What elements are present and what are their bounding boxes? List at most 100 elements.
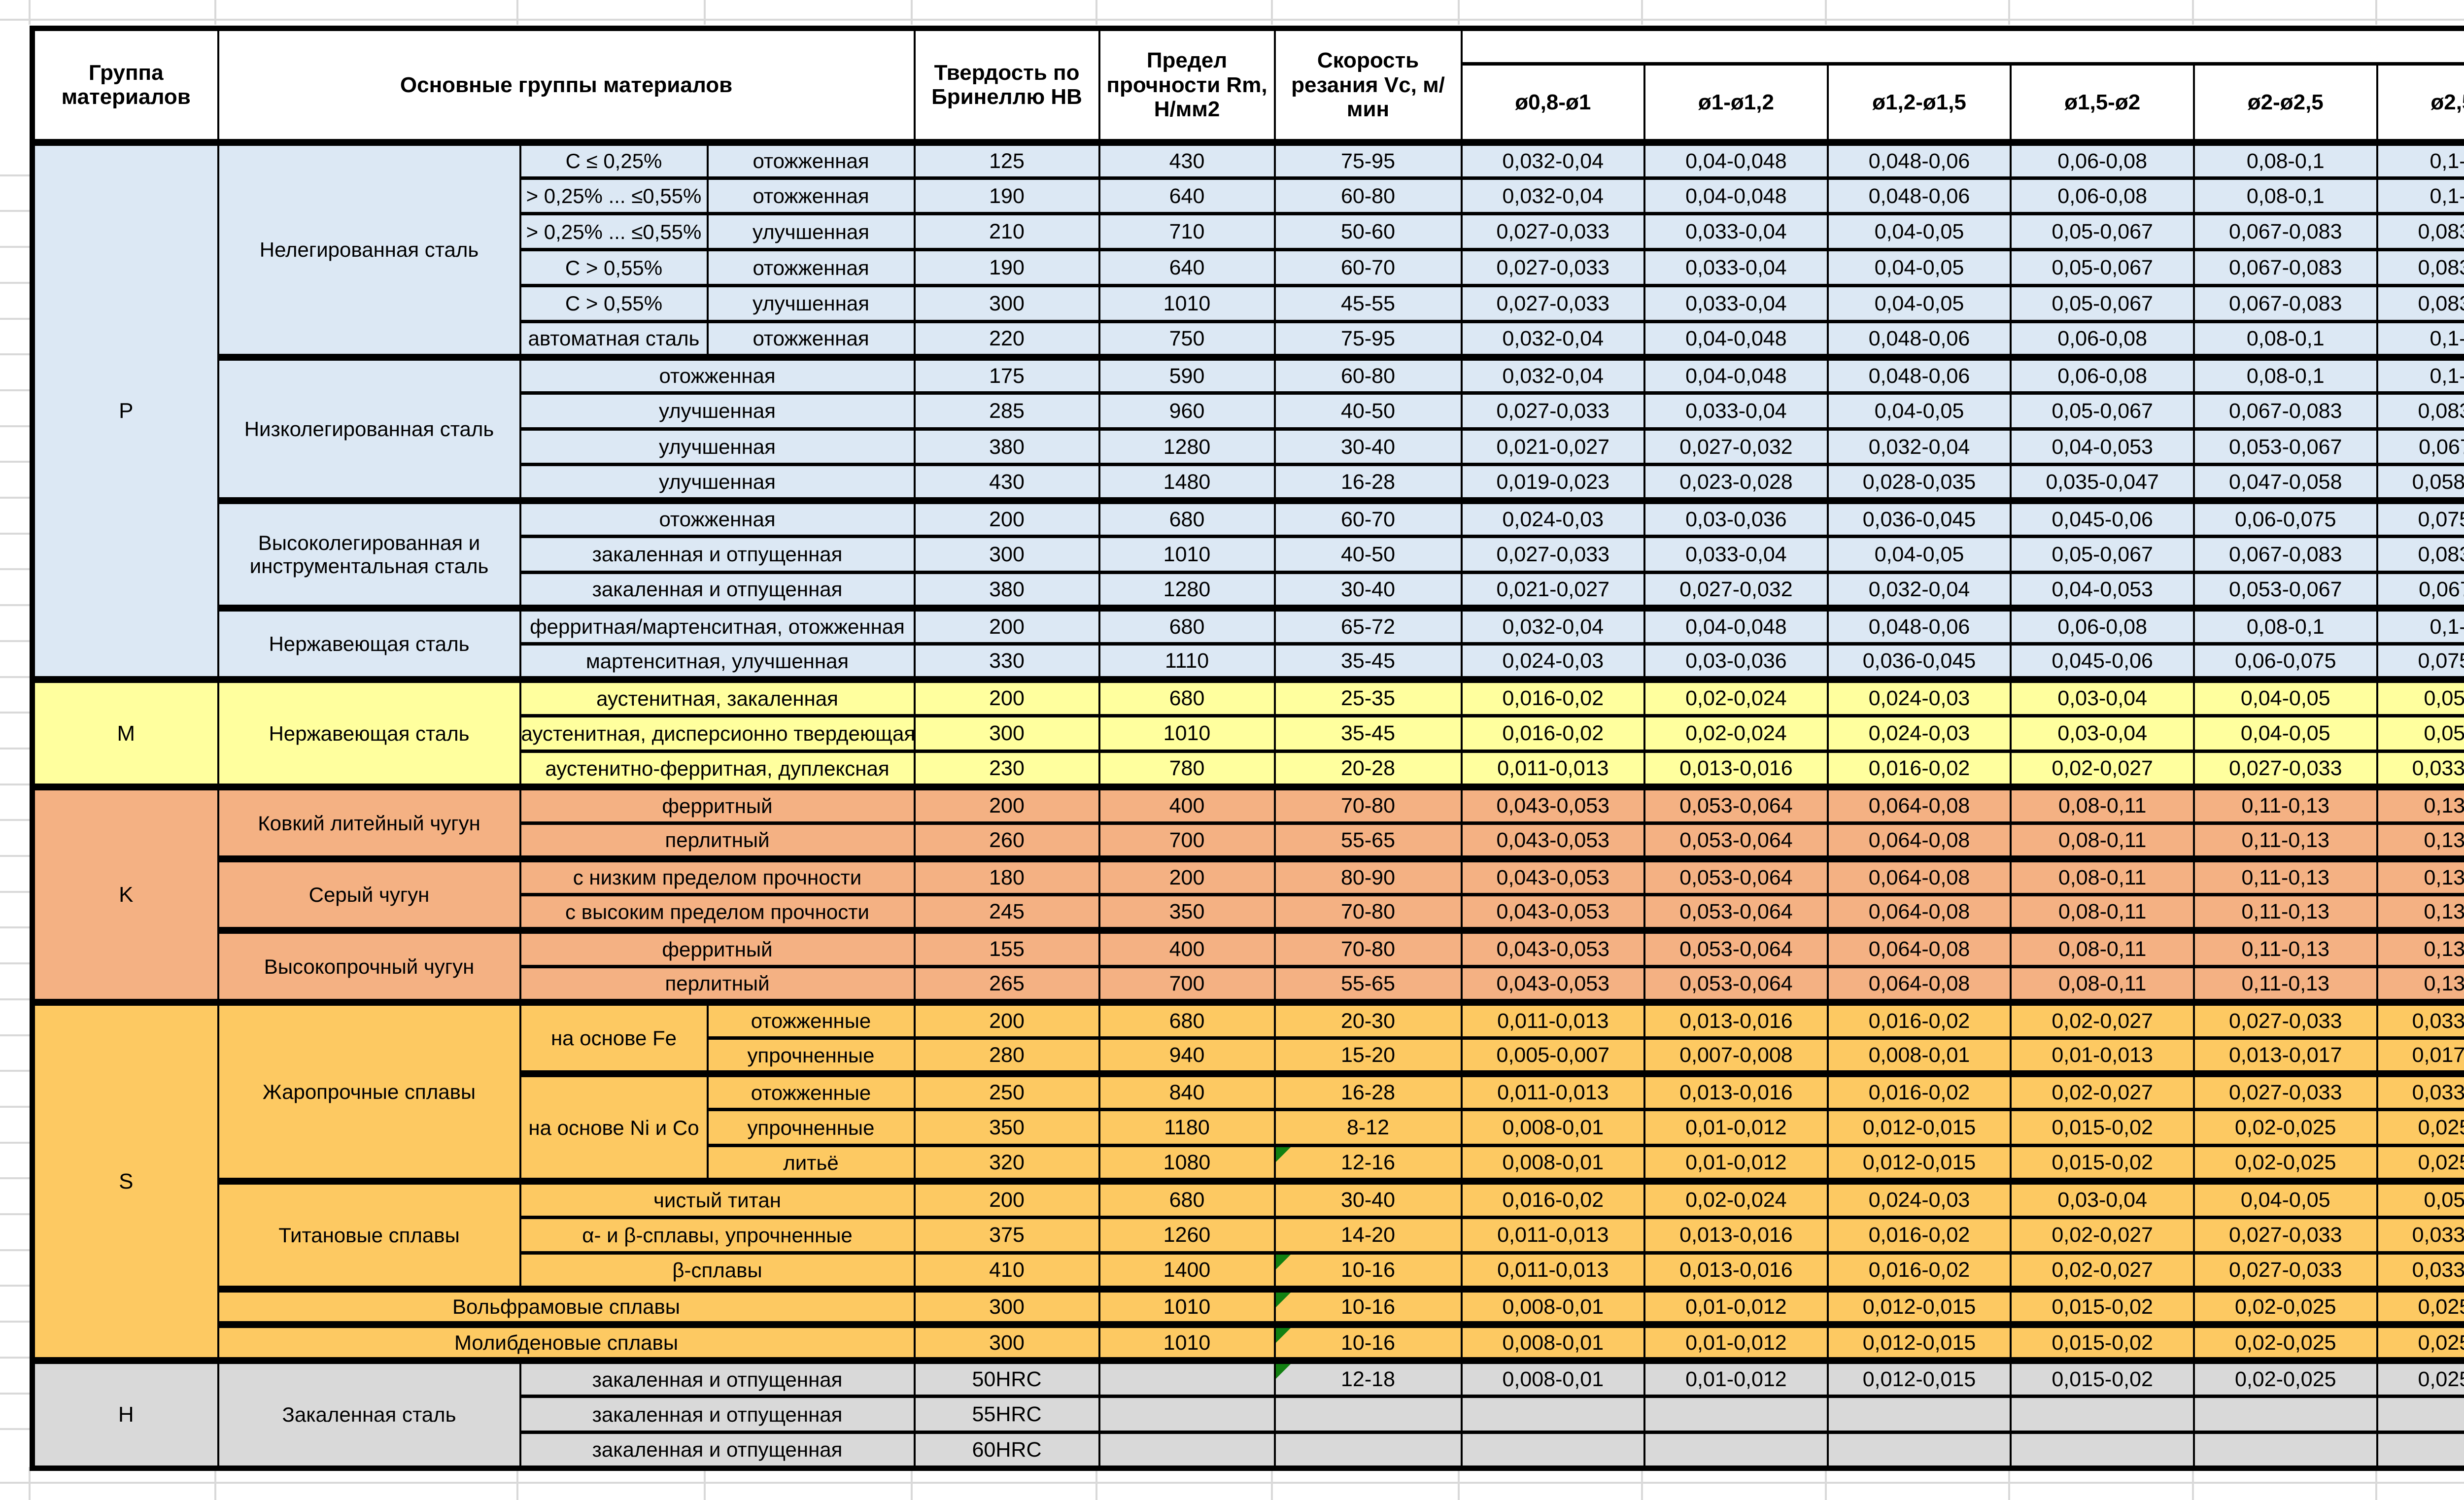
strength-cell[interactable]: 1180: [1098, 1108, 1276, 1148]
hardness-cell[interactable]: 430: [913, 463, 1100, 503]
cutting-speed-cell[interactable]: [1273, 1395, 1463, 1434]
feed-cell[interactable]: 0,048-0,06: [1826, 353, 2012, 395]
feed-cell[interactable]: 0,11-0,13: [2192, 821, 2378, 861]
feed-cell[interactable]: 0,016-0,02: [1826, 1251, 2012, 1291]
material-family-cell[interactable]: Жаропрочные сплавы: [217, 998, 521, 1183]
cutting-speed-cell[interactable]: 40-50: [1273, 391, 1463, 431]
feed-cell[interactable]: 0,06-0,075: [2192, 642, 2378, 682]
feed-cell[interactable]: 0,048-0,06: [1826, 140, 2012, 180]
feed-cell[interactable]: 0,1-0,16: [2376, 176, 2464, 216]
feed-col-header[interactable]: ø2,5-ø4: [2376, 62, 2464, 146]
material-subtype-cell[interactable]: автоматная сталь: [519, 319, 709, 359]
feed-cell[interactable]: 0,05-0,067: [2010, 391, 2195, 431]
feed-cell[interactable]: 0,04-0,048: [1643, 353, 1829, 395]
hardness-cell[interactable]: 200: [913, 1178, 1100, 1219]
cutting-speed-cell[interactable]: 20-28: [1273, 750, 1463, 789]
feed-cell[interactable]: 0,012-0,015: [1826, 1144, 2012, 1183]
feed-cell[interactable]: 0,02-0,027: [2010, 750, 2195, 789]
feed-cell[interactable]: 0,04-0,053: [2010, 570, 2195, 610]
strength-cell[interactable]: 700: [1098, 964, 1276, 1004]
feed-cell[interactable]: 0,11-0,13: [2192, 784, 2378, 825]
feed-cell[interactable]: 0,032-0,04: [1460, 353, 1646, 395]
feed-cell[interactable]: 0,043-0,053: [1460, 893, 1646, 932]
strength-cell[interactable]: 1480: [1098, 463, 1276, 503]
feed-cell[interactable]: 0,03-0,04: [2010, 714, 2195, 753]
strength-cell[interactable]: 680: [1098, 604, 1276, 646]
cutting-speed-cell[interactable]: 25-35: [1273, 676, 1463, 717]
feed-cell[interactable]: 0,1-0,16: [2376, 353, 2464, 395]
cutting-speed-cell[interactable]: [1273, 1430, 1463, 1470]
feed-cell[interactable]: 0,083-0,13: [2376, 212, 2464, 252]
feed-cell[interactable]: 0,04-0,048: [1643, 604, 1829, 646]
feed-cell[interactable]: 0,027-0,033: [2192, 1215, 2378, 1255]
feed-cell[interactable]: 0,019-0,023: [1460, 463, 1646, 503]
hardness-cell[interactable]: 155: [913, 927, 1100, 968]
feed-cell[interactable]: 0,012-0,015: [1826, 1285, 2012, 1327]
feed-cell[interactable]: 0,02-0,027: [2010, 998, 2195, 1040]
strength-cell[interactable]: 1280: [1098, 570, 1276, 610]
feed-cell[interactable]: 0,08-0,1: [2192, 604, 2378, 646]
material-condition-cell[interactable]: улучшенная: [519, 463, 916, 503]
material-family-cell[interactable]: Нержавеющая сталь: [217, 676, 521, 789]
feed-cell[interactable]: 0,067-0,083: [2192, 391, 2378, 431]
feed-cell[interactable]: 0,043-0,053: [1460, 964, 1646, 1004]
feed-cell[interactable]: 0,11-0,13: [2192, 893, 2378, 932]
hardness-cell[interactable]: 200: [913, 676, 1100, 717]
feed-cell[interactable]: 0,04-0,05: [1826, 391, 2012, 431]
feed-cell[interactable]: 0,013-0,016: [1643, 1070, 1829, 1112]
feed-cell[interactable]: 0,06-0,075: [2192, 497, 2378, 538]
feed-cell[interactable]: 0,06-0,08: [2010, 353, 2195, 395]
cutting-speed-cell[interactable]: 30-40: [1273, 427, 1463, 467]
strength-cell[interactable]: 640: [1098, 176, 1276, 216]
feed-cell[interactable]: 0,032-0,04: [1460, 604, 1646, 646]
feed-cell[interactable]: 0,033-0,053: [2376, 1251, 2464, 1291]
feed-cell[interactable]: 0,067-0,083: [2192, 212, 2378, 252]
feed-cell[interactable]: 0,015-0,02: [2010, 1357, 2195, 1398]
material-condition-cell[interactable]: литьё: [706, 1144, 916, 1183]
feed-cell[interactable]: 0,015-0,02: [2010, 1285, 2195, 1327]
feed-cell[interactable]: 0,027-0,033: [1460, 534, 1646, 574]
feed-cell[interactable]: 0,04-0,048: [1643, 176, 1829, 216]
material-condition-cell[interactable]: отожженная: [519, 497, 916, 538]
feed-cell[interactable]: 0,06-0,08: [2010, 176, 2195, 216]
feed-cell[interactable]: 0,027-0,033: [1460, 248, 1646, 287]
feed-cell[interactable]: 0,04-0,05: [1826, 248, 2012, 287]
strength-cell[interactable]: 1010: [1098, 283, 1276, 323]
feed-cell[interactable]: 0,08-0,11: [2010, 784, 2195, 825]
cutting-speed-cell[interactable]: 75-95: [1273, 140, 1463, 180]
material-condition-cell[interactable]: закаленная и отпущенная: [519, 1395, 916, 1434]
material-subtype-cell[interactable]: C ≤ 0,25%: [519, 140, 709, 180]
feed-cell[interactable]: [1826, 1395, 2012, 1434]
material-condition-cell[interactable]: отожженная: [706, 140, 916, 180]
hardness-cell[interactable]: 60HRC: [913, 1430, 1100, 1470]
strength-cell[interactable]: 940: [1098, 1036, 1276, 1076]
hardness-cell[interactable]: 330: [913, 642, 1100, 682]
feed-cell[interactable]: 0,036-0,045: [1826, 497, 2012, 538]
material-family-cell[interactable]: Закаленная сталь: [217, 1357, 521, 1470]
col-header-group[interactable]: Группа материалов: [31, 27, 219, 146]
hardness-cell[interactable]: 300: [913, 534, 1100, 574]
feed-cell[interactable]: 0,013-0,016: [1643, 1251, 1829, 1291]
feed-cell[interactable]: 0,03-0,04: [2010, 676, 2195, 717]
cutting-speed-cell[interactable]: 16-28: [1273, 1070, 1463, 1112]
feed-cell[interactable]: 0,048-0,06: [1826, 319, 2012, 359]
feed-cell[interactable]: 0,02-0,024: [1643, 714, 1829, 753]
feed-cell[interactable]: 0,021-0,027: [1460, 570, 1646, 610]
feed-cell[interactable]: 0,013-0,016: [1643, 1215, 1829, 1255]
cutting-speed-cell[interactable]: 10-16: [1273, 1285, 1463, 1327]
feed-cell[interactable]: 0,02-0,024: [1643, 1178, 1829, 1219]
material-condition-cell[interactable]: перлитный: [519, 821, 916, 861]
feed-cell[interactable]: 0,005-0,007: [1460, 1036, 1646, 1076]
strength-cell[interactable]: 400: [1098, 927, 1276, 968]
feed-cell[interactable]: 0,053-0,064: [1643, 784, 1829, 825]
cutting-speed-cell[interactable]: 75-95: [1273, 319, 1463, 359]
feed-cell[interactable]: 0,08-0,1: [2192, 176, 2378, 216]
feed-cell[interactable]: 0,043-0,053: [1460, 821, 1646, 861]
cutting-speed-cell[interactable]: 70-80: [1273, 927, 1463, 968]
feed-cell[interactable]: 0,05-0,067: [2010, 534, 2195, 574]
feed-col-header[interactable]: ø1-ø1,2: [1643, 62, 1829, 146]
feed-cell[interactable]: 0,053-0,064: [1643, 927, 1829, 968]
feed-cell[interactable]: 0,016-0,02: [1826, 1070, 2012, 1112]
material-subtype-cell[interactable]: > 0,25% ... ≤0,55%: [519, 212, 709, 252]
feed-cell[interactable]: 0,013-0,017: [2192, 1036, 2378, 1076]
